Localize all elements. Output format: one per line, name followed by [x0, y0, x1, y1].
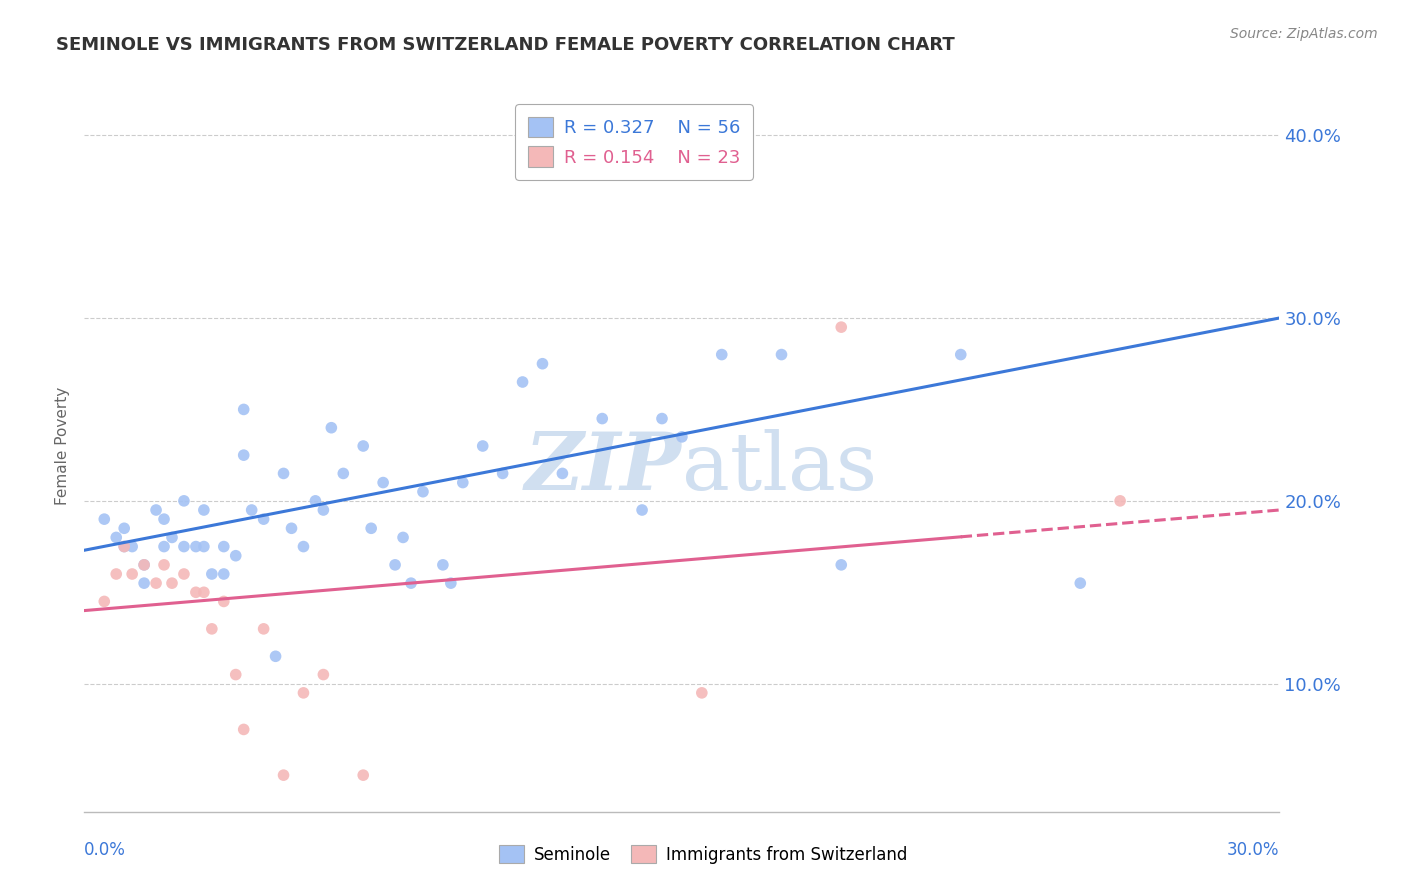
Point — [240, 503, 263, 517]
Point — [160, 530, 183, 544]
Point — [232, 402, 254, 417]
Point — [512, 375, 534, 389]
Point — [121, 567, 143, 582]
Point — [93, 594, 115, 608]
Point — [145, 503, 167, 517]
Point — [184, 540, 207, 554]
Point — [373, 475, 395, 490]
Point — [770, 347, 793, 362]
Point — [232, 448, 254, 462]
Point — [273, 768, 295, 782]
Point — [112, 540, 135, 554]
Point — [830, 558, 852, 572]
Text: 30.0%: 30.0% — [1227, 841, 1279, 859]
Point — [112, 540, 135, 554]
Point — [93, 512, 115, 526]
Legend: R = 0.327    N = 56, R = 0.154    N = 23: R = 0.327 N = 56, R = 0.154 N = 23 — [515, 104, 754, 180]
Point — [830, 320, 852, 334]
Point — [232, 723, 254, 737]
Point — [551, 467, 574, 481]
Point — [132, 558, 156, 572]
Point — [671, 430, 693, 444]
Point — [193, 585, 215, 599]
Text: SEMINOLE VS IMMIGRANTS FROM SWITZERLAND FEMALE POVERTY CORRELATION CHART: SEMINOLE VS IMMIGRANTS FROM SWITZERLAND … — [56, 36, 955, 54]
Point — [160, 576, 183, 591]
Point — [212, 567, 235, 582]
Point — [651, 411, 673, 425]
Point — [471, 439, 494, 453]
Point — [304, 494, 326, 508]
Text: Source: ZipAtlas.com: Source: ZipAtlas.com — [1230, 27, 1378, 41]
Text: ZIP: ZIP — [524, 429, 682, 507]
Point — [451, 475, 474, 490]
Point — [399, 576, 422, 591]
Point — [631, 503, 654, 517]
Point — [184, 585, 207, 599]
Point — [253, 512, 276, 526]
Point — [225, 667, 247, 681]
Point — [710, 347, 733, 362]
Point — [212, 540, 235, 554]
Point — [292, 540, 315, 554]
Point — [492, 467, 515, 481]
Point — [321, 421, 343, 435]
Point — [173, 567, 195, 582]
Point — [112, 521, 135, 535]
Point — [412, 484, 434, 499]
Point — [145, 576, 167, 591]
Point — [531, 357, 554, 371]
Point — [105, 530, 128, 544]
Point — [352, 768, 374, 782]
Legend: Seminole, Immigrants from Switzerland: Seminole, Immigrants from Switzerland — [492, 838, 914, 871]
Point — [949, 347, 972, 362]
Point — [591, 411, 613, 425]
Point — [292, 686, 315, 700]
Point — [201, 567, 224, 582]
Point — [201, 622, 224, 636]
Point — [690, 686, 713, 700]
Text: 0.0%: 0.0% — [84, 841, 127, 859]
Point — [212, 594, 235, 608]
Point — [193, 503, 215, 517]
Point — [384, 558, 406, 572]
Point — [225, 549, 247, 563]
Point — [153, 512, 176, 526]
Point — [1109, 494, 1132, 508]
Point — [332, 467, 354, 481]
Point — [193, 540, 215, 554]
Point — [392, 530, 415, 544]
Point — [312, 667, 335, 681]
Point — [264, 649, 287, 664]
Point — [105, 567, 128, 582]
Point — [132, 558, 156, 572]
Point — [153, 558, 176, 572]
Point — [132, 576, 156, 591]
Point — [1069, 576, 1091, 591]
Point — [360, 521, 382, 535]
Point — [153, 540, 176, 554]
Point — [273, 467, 295, 481]
Point — [312, 503, 335, 517]
Point — [121, 540, 143, 554]
Point — [173, 494, 195, 508]
Point — [253, 622, 276, 636]
Point — [440, 576, 463, 591]
Point — [352, 439, 374, 453]
Text: atlas: atlas — [682, 429, 877, 507]
Point — [173, 540, 195, 554]
Y-axis label: Female Poverty: Female Poverty — [55, 387, 70, 505]
Point — [280, 521, 302, 535]
Point — [432, 558, 454, 572]
